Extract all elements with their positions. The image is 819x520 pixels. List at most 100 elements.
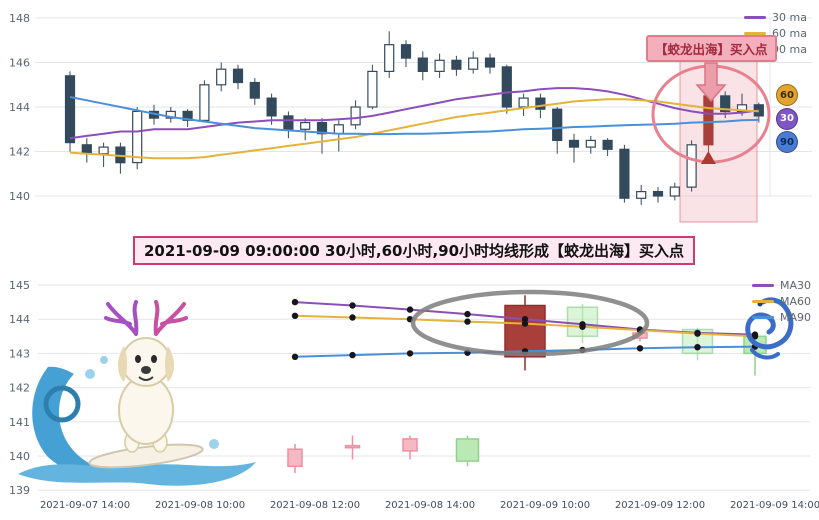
- legend-line-icon: [744, 32, 767, 35]
- legend-label: MA60: [779, 295, 811, 308]
- candle-body: [455, 438, 480, 462]
- y-tick-label: 146: [9, 57, 30, 70]
- ma-point: [636, 345, 644, 352]
- ma-endpoint-badge-30: 30: [776, 107, 798, 130]
- candle-body: [402, 438, 418, 452]
- ma-point: [464, 310, 471, 318]
- y-tick-label: 143: [9, 347, 30, 360]
- x-tick-label: 2021-09-08 14:00: [385, 500, 475, 511]
- candle-body: [132, 110, 143, 164]
- candle-body: [518, 97, 529, 108]
- candle-body: [367, 70, 378, 108]
- candle-body: [216, 68, 227, 86]
- bottom-chart: 145 144 143 142 141 140 139 2021-09-07 14:00 202…: [9, 279, 819, 511]
- signal-zone-rect: [679, 57, 758, 223]
- legend-item-60-ma[interactable]: 60 ma: [744, 27, 807, 40]
- legend-item-MA90[interactable]: MA90: [751, 311, 811, 324]
- bottom-legend: MA30 MA60 MA90: [751, 279, 811, 324]
- y-tick-label: 139: [9, 484, 30, 497]
- y-tick-label: 140: [9, 190, 30, 203]
- legend-label: MA30: [779, 279, 811, 292]
- signal-callout: 2021-09-09 09:00:00 30小时,60小时,90小时均线形成【蛟…: [133, 236, 696, 265]
- callout-arrow-icon: [695, 62, 727, 103]
- y-tick-label: 144: [9, 313, 30, 326]
- candle-body: [98, 146, 109, 155]
- candle-body: [585, 139, 596, 148]
- buy-marker-icon: [700, 151, 716, 164]
- candle-body: [300, 121, 311, 130]
- candle-body: [566, 306, 599, 338]
- ma-point: [694, 330, 701, 337]
- legend-line-icon: [751, 284, 774, 287]
- candle-body: [501, 66, 512, 108]
- candle-body: [344, 444, 361, 449]
- legend-label: 30 ma: [772, 11, 807, 24]
- candle-body: [165, 110, 176, 119]
- y-tick-label: 140: [9, 450, 30, 463]
- ma-point: [349, 351, 356, 359]
- ma-point: [349, 314, 356, 321]
- top-ma-layer: [69, 87, 759, 160]
- ma-point: [406, 306, 414, 313]
- ma-point: [291, 312, 299, 319]
- ma90-line: [69, 96, 759, 136]
- candle-body: [232, 68, 244, 84]
- legend-item-MA30[interactable]: MA30: [751, 279, 811, 292]
- ma-point: [694, 344, 701, 351]
- candle-body: [736, 104, 748, 113]
- candle-body: [434, 59, 445, 72]
- surfing-dog-illustration: [18, 300, 256, 486]
- candle-body: [484, 57, 496, 68]
- candle-body: [350, 106, 361, 126]
- ma60-line: [69, 98, 759, 160]
- candle-body: [316, 121, 328, 135]
- candle-body: [535, 97, 546, 110]
- legend-item-MA60[interactable]: MA60: [751, 295, 811, 308]
- candle-body: [283, 115, 294, 130]
- ma-point: [464, 318, 471, 325]
- y-tick-label: 144: [9, 101, 30, 114]
- signal-annotation-label: 【蛟龙出海】买入点: [646, 35, 777, 62]
- legend-line-icon: [744, 16, 767, 19]
- candle-body: [619, 148, 630, 199]
- candle-body: [417, 57, 428, 72]
- x-tick-label: 2021-09-08 10:00: [155, 500, 245, 511]
- y-tick-label: 141: [9, 416, 30, 429]
- candle-body: [652, 191, 664, 197]
- ma-point: [579, 323, 586, 330]
- signal-candle: [703, 95, 714, 146]
- candle-body: [568, 139, 580, 148]
- legend-line-icon: [751, 300, 774, 303]
- candle-body: [64, 75, 76, 144]
- candle-body: [602, 139, 613, 150]
- candle-body: [249, 81, 260, 99]
- legend-label: 60 ma: [772, 27, 807, 40]
- candle-body: [333, 124, 344, 135]
- candle-body: [451, 59, 462, 70]
- y-tick-label: 145: [9, 279, 30, 292]
- ma-point: [291, 353, 299, 360]
- legend-label: MA90: [779, 311, 811, 324]
- ma-point: [349, 302, 356, 309]
- ma-endpoint-badge-90: 90: [776, 131, 798, 153]
- ma-point: [751, 333, 759, 340]
- x-tick-label: 2021-09-08 12:00: [270, 500, 360, 511]
- y-tick-label: 142: [9, 382, 30, 395]
- candle-body: [468, 57, 479, 70]
- candle-body: [636, 191, 647, 199]
- y-tick-label: 142: [9, 146, 30, 159]
- candle-body: [552, 108, 563, 141]
- legend-label: 90 ma: [772, 43, 807, 56]
- candle-body: [384, 44, 395, 73]
- candle-body: [81, 144, 92, 155]
- top-chart: 148 146 144 142 140: [9, 12, 812, 223]
- candle-body: [182, 110, 193, 121]
- ma-endpoint-badge-60: 60: [776, 84, 798, 106]
- ma-point: [521, 316, 529, 323]
- ma-point: [291, 298, 299, 306]
- candle-body: [287, 448, 303, 468]
- candle-body: [266, 97, 277, 117]
- x-tick-label: 2021-09-07 14:00: [40, 500, 130, 511]
- legend-item-30-ma[interactable]: 30 ma: [744, 11, 807, 24]
